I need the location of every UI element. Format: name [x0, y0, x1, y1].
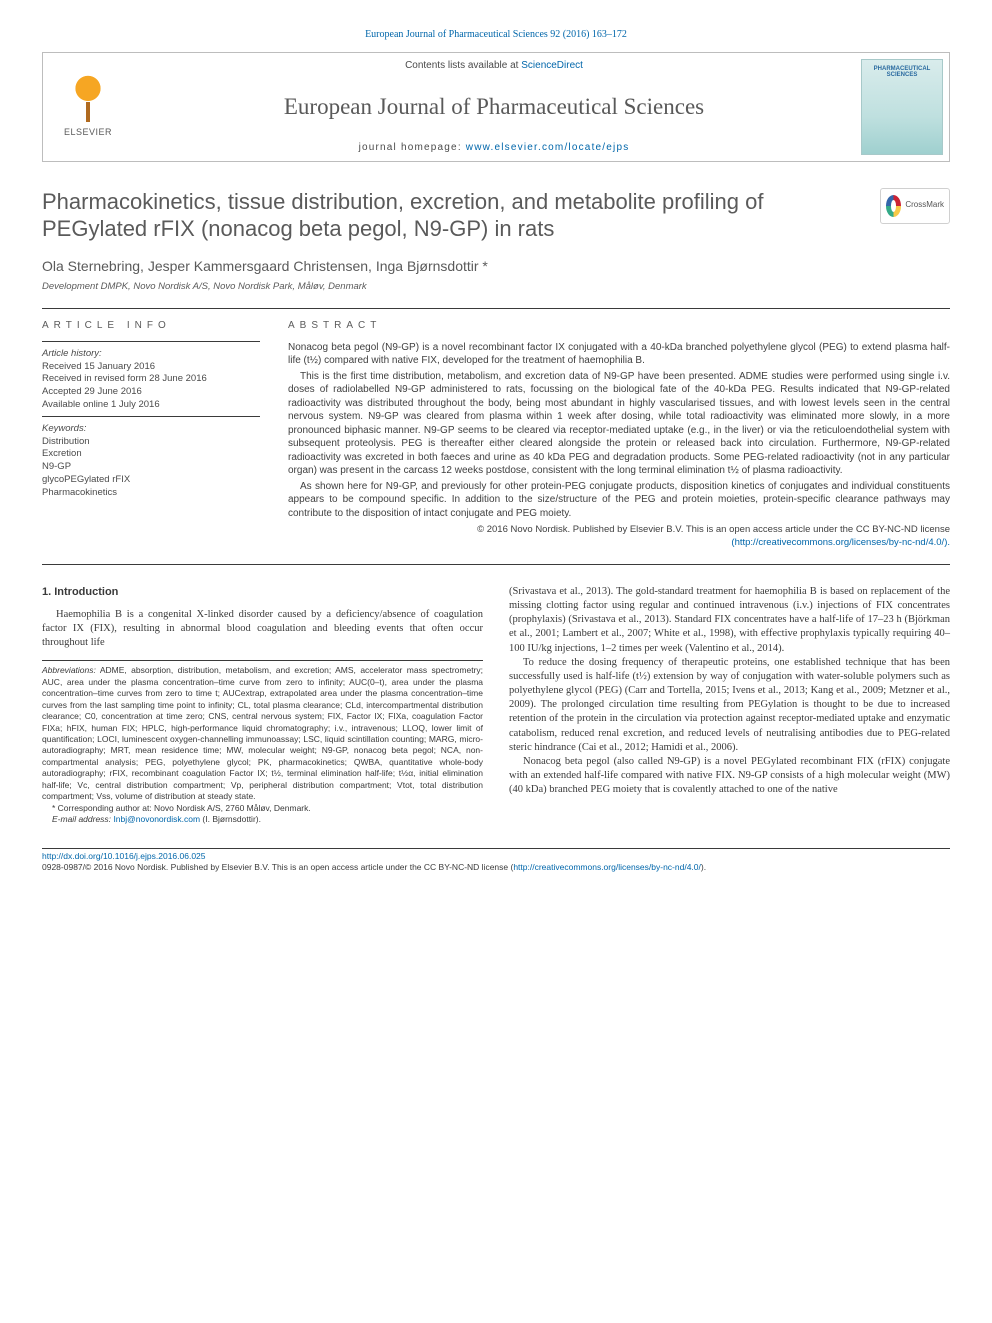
footer-license-link[interactable]: http://creativecommons.org/licenses/by-n… — [513, 862, 701, 872]
journal-masthead: ELSEVIER Contents lists available at Sci… — [42, 52, 950, 162]
journal-homepage-link[interactable]: www.elsevier.com/locate/ejps — [466, 142, 630, 153]
keyword-3: N9-GP — [42, 461, 260, 474]
issn-suffix: ). — [701, 862, 706, 872]
body-two-columns: 1. Introduction Haemophilia B is a conge… — [42, 585, 950, 826]
email-footnote: E-mail address: Inbj@novonordisk.com (I.… — [42, 814, 483, 825]
corresponding-email-name: (I. Bjørnsdottir). — [202, 814, 261, 824]
intro-p1-left: Haemophilia B is a congenital X-linked d… — [42, 608, 483, 651]
keyword-1: Distribution — [42, 436, 260, 449]
info-rule-1 — [42, 341, 260, 342]
journal-homepage-line: journal homepage: www.elsevier.com/locat… — [141, 141, 847, 155]
intro-p1-right: (Srivastava et al., 2013). The gold-stan… — [509, 585, 950, 656]
abstract-p3: As shown here for N9-GP, and previously … — [288, 480, 950, 521]
left-column-content: 1. Introduction Haemophilia B is a conge… — [42, 585, 483, 826]
license-link[interactable]: (http://creativecommons.org/licenses/by-… — [731, 537, 950, 548]
abbrev-label: Abbreviations: — [42, 665, 96, 675]
intro-p3: Nonacog beta pegol (also called N9-GP) i… — [509, 755, 950, 798]
crossmark-label: CrossMark — [905, 200, 944, 211]
elsevier-tree-icon — [64, 74, 112, 122]
keyword-2: Excretion — [42, 448, 260, 461]
masthead-center: Contents lists available at ScienceDirec… — [133, 53, 855, 161]
history-revised: Received in revised form 28 June 2016 — [42, 373, 260, 386]
cover-title-line1: PHARMACEUTICAL — [874, 66, 931, 73]
article-title: Pharmacokinetics, tissue distribution, e… — [42, 188, 868, 243]
running-header-link[interactable]: European Journal of Pharmaceutical Scien… — [365, 29, 627, 40]
abbreviations-footnote: Abbreviations: ADME, absorption, distrib… — [42, 665, 483, 803]
publisher-name: ELSEVIER — [64, 126, 112, 138]
doi-line: http://dx.doi.org/10.1016/j.ejps.2016.06… — [42, 851, 950, 862]
history-online: Available online 1 July 2016 — [42, 399, 260, 412]
intro-p2: To reduce the dosing frequency of therap… — [509, 656, 950, 755]
corresponding-author-footnote: * Corresponding author at: Novo Nordisk … — [42, 803, 483, 814]
footer-rule — [42, 848, 950, 849]
history-received: Received 15 January 2016 — [42, 361, 260, 374]
hr-below-abstract — [42, 564, 950, 565]
issn-text: 0928-0987/© 2016 Novo Nordisk. Published… — [42, 862, 513, 872]
copyright-text: © 2016 Novo Nordisk. Published by Elsevi… — [477, 524, 950, 535]
right-column-content: (Srivastava et al., 2013). The gold-stan… — [509, 585, 950, 798]
sciencedirect-link[interactable]: ScienceDirect — [521, 60, 583, 71]
keyword-5: Pharmacokinetics — [42, 487, 260, 500]
keywords-block: Keywords: Distribution Excretion N9-GP g… — [42, 423, 260, 500]
history-accepted: Accepted 29 June 2016 — [42, 386, 260, 399]
keywords-label: Keywords: — [42, 423, 260, 436]
author-affiliation: Development DMPK, Novo Nordisk A/S, Novo… — [42, 281, 950, 294]
keyword-4: glycoPEGylated rFIX — [42, 474, 260, 487]
title-row: Pharmacokinetics, tissue distribution, e… — [42, 188, 950, 243]
corresponding-email-link[interactable]: Inbj@novonordisk.com — [113, 814, 200, 824]
article-history-label: Article history: — [42, 348, 260, 361]
contents-lists-line: Contents lists available at ScienceDirec… — [141, 59, 847, 73]
abstract-copyright: © 2016 Novo Nordisk. Published by Elsevi… — [288, 524, 950, 550]
cover-title-line2: SCIENCES — [887, 72, 918, 79]
publisher-logo-block: ELSEVIER — [43, 53, 133, 161]
doi-link[interactable]: http://dx.doi.org/10.1016/j.ejps.2016.06… — [42, 851, 206, 861]
email-label: E-mail address: — [52, 814, 111, 824]
abstract-heading: abstract — [288, 319, 950, 333]
abstract-p1: Nonacog beta pegol (N9-GP) is a novel re… — [288, 341, 950, 368]
running-header: European Journal of Pharmaceutical Scien… — [42, 28, 950, 42]
journal-cover-thumbnail: PHARMACEUTICAL SCIENCES — [861, 59, 943, 155]
crossmark-icon — [886, 195, 901, 217]
crossmark-badge[interactable]: CrossMark — [880, 188, 950, 224]
issn-copyright-line: 0928-0987/© 2016 Novo Nordisk. Published… — [42, 862, 950, 873]
hr-above-info — [42, 308, 950, 309]
author-list: Ola Sternebring, Jesper Kammersgaard Chr… — [42, 257, 950, 276]
section-1-heading: 1. Introduction — [42, 585, 483, 600]
article-info-column: article info Article history: Received 1… — [42, 319, 260, 550]
contents-lists-prefix: Contents lists available at — [405, 60, 521, 71]
abstract-column: abstract Nonacog beta pegol (N9-GP) is a… — [288, 319, 950, 550]
abbrev-text: ADME, absorption, distribution, metaboli… — [42, 665, 483, 801]
footnotes-block: Abbreviations: ADME, absorption, distrib… — [42, 660, 483, 826]
abstract-p2: This is the first time distribution, met… — [288, 370, 950, 478]
info-abstract-row: article info Article history: Received 1… — [42, 319, 950, 550]
info-rule-2 — [42, 416, 260, 417]
article-info-heading: article info — [42, 319, 260, 333]
page-footer: http://dx.doi.org/10.1016/j.ejps.2016.06… — [42, 848, 950, 874]
journal-title: European Journal of Pharmaceutical Scien… — [141, 91, 847, 122]
homepage-label: journal homepage: — [359, 142, 466, 153]
